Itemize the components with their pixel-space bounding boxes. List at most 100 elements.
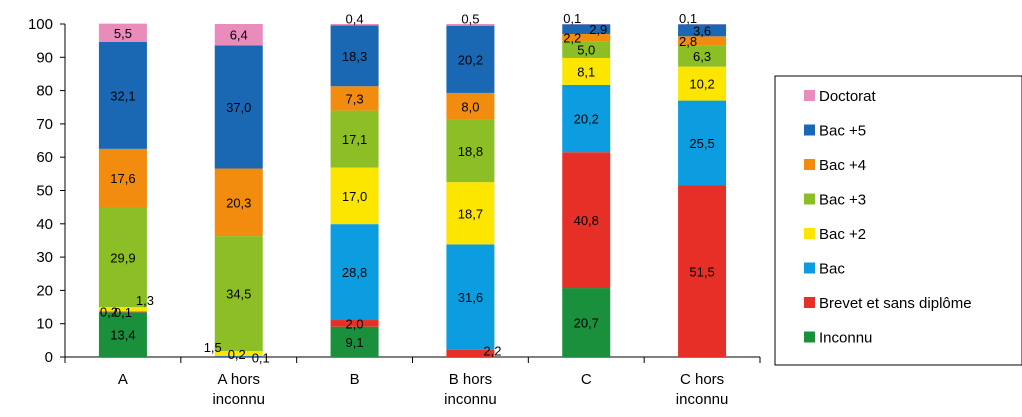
bar-segment	[330, 167, 379, 225]
data-label: 17,1	[342, 132, 367, 147]
y-tick-label: 30	[36, 249, 53, 266]
bar-segment	[98, 23, 147, 42]
bar-segment	[446, 244, 495, 350]
data-label: 5,5	[114, 26, 132, 41]
legend-entry: Bac +5	[819, 123, 866, 140]
data-label: 9,1	[346, 335, 364, 350]
y-tick-label: 20	[36, 282, 53, 299]
x-axis: A A hors inconnu B B hors inconnu C C hors incon…	[64, 356, 761, 408]
bar-segment	[330, 86, 379, 111]
bar-segment	[678, 66, 727, 101]
data-label: 0,1	[252, 351, 270, 366]
legend-swatch	[804, 228, 815, 239]
bar-segment	[446, 119, 495, 183]
legend: Doctorat Bac +5 Bac +4 Bac +3 Bac +2 Bac Breve…	[774, 75, 1022, 366]
bar-segment	[446, 349, 495, 357]
y-tick-label: 40	[36, 216, 53, 233]
bar-segment	[98, 148, 147, 208]
legend-swatch	[804, 193, 815, 205]
data-label: 13,4	[110, 328, 135, 343]
data-label: 20,3	[226, 195, 251, 210]
legend-entry: Brevet et sans diplôme	[819, 295, 972, 312]
data-label: 0,1	[114, 305, 132, 320]
bar-segment	[678, 100, 727, 186]
bar-segment	[446, 25, 495, 93]
bar-segment	[330, 320, 379, 327]
bar-segment	[446, 182, 495, 245]
bar-segment	[446, 92, 495, 120]
x-tick-label: C	[581, 371, 592, 388]
data-label: 0,2	[100, 305, 118, 320]
data-label: 0,1	[563, 11, 581, 26]
data-label: 2,9	[589, 22, 607, 37]
y-tick-label: 100	[28, 16, 53, 33]
data-label: 1,3	[136, 293, 154, 308]
bar-segment	[678, 185, 727, 357]
bar-segment	[214, 236, 263, 352]
bar-segment	[214, 45, 263, 169]
legend-entry: Bac +4	[819, 157, 866, 174]
bar-segment	[330, 25, 379, 87]
data-label: 51,5	[689, 264, 714, 279]
data-label: 3,6	[693, 23, 711, 38]
y-tick-label: 10	[36, 316, 53, 333]
x-tick-label: B	[350, 371, 360, 388]
bar-segment	[214, 351, 263, 357]
bar-segment	[214, 356, 263, 357]
data-labels: 13,4 9,1 20,7 0,1 0,1 2,0 2,2 40,8 51,5 0,2 0,2 28,…	[100, 11, 715, 366]
data-label: 2,2	[483, 344, 501, 359]
data-label: 20,7	[574, 316, 599, 331]
data-label: 0,2	[228, 347, 246, 362]
legend-swatch	[804, 262, 815, 274]
legend-entry: Bac +2	[819, 226, 866, 243]
data-label: 20,2	[458, 52, 483, 67]
legend-swatch	[804, 297, 815, 308]
data-label: 1,5	[204, 340, 222, 355]
legend-entry: Bac +3	[819, 192, 866, 209]
data-label: 8,1	[577, 64, 595, 79]
data-label: 18,8	[458, 144, 483, 159]
x-tick-label: B hors inconnu	[444, 371, 497, 408]
legend-swatch	[804, 331, 815, 343]
x-tick-label: C hors inconnu	[676, 371, 729, 408]
data-label: 28,8	[342, 265, 367, 280]
data-label: 6,3	[693, 49, 711, 64]
data-label: 29,9	[110, 250, 135, 265]
bar-segment	[678, 36, 727, 46]
data-label: 32,1	[110, 88, 135, 103]
bar-segment	[562, 41, 611, 58]
y-tick-label: 90	[36, 49, 53, 66]
data-label: 2,0	[346, 316, 364, 331]
data-label: 34,5	[226, 287, 251, 302]
data-label: 2,2	[563, 31, 581, 46]
data-label: 17,6	[110, 171, 135, 186]
bar-segment	[562, 152, 611, 289]
bar-segment	[330, 224, 379, 321]
data-label: 18,7	[458, 206, 483, 221]
bar-segment	[98, 312, 147, 357]
data-label: 40,8	[574, 213, 599, 228]
y-tick-label: 70	[36, 116, 53, 133]
y-tick-label: 60	[36, 149, 53, 166]
y-tick-label: 80	[36, 83, 53, 100]
legend-swatch	[804, 124, 815, 136]
legend-swatch	[804, 90, 815, 101]
data-label: 37,0	[226, 100, 251, 115]
data-label: 20,2	[574, 112, 599, 127]
bar-segment	[678, 24, 727, 37]
y-tick-label: 50	[36, 183, 53, 200]
data-label: 17,0	[342, 189, 367, 204]
bar-segment	[562, 57, 611, 85]
x-tick-label: A	[118, 371, 128, 388]
x-tick-label: A hors inconnu	[212, 371, 265, 408]
data-label: 2,8	[679, 34, 697, 49]
bar-segment	[98, 311, 147, 313]
data-label: 10,2	[689, 77, 714, 92]
data-label: 0,5	[461, 12, 479, 27]
bar-segment	[562, 288, 611, 357]
bar-segment	[330, 24, 379, 26]
bar-segment	[98, 207, 147, 308]
bar-segment	[562, 24, 611, 34]
bar-segment	[98, 307, 147, 312]
